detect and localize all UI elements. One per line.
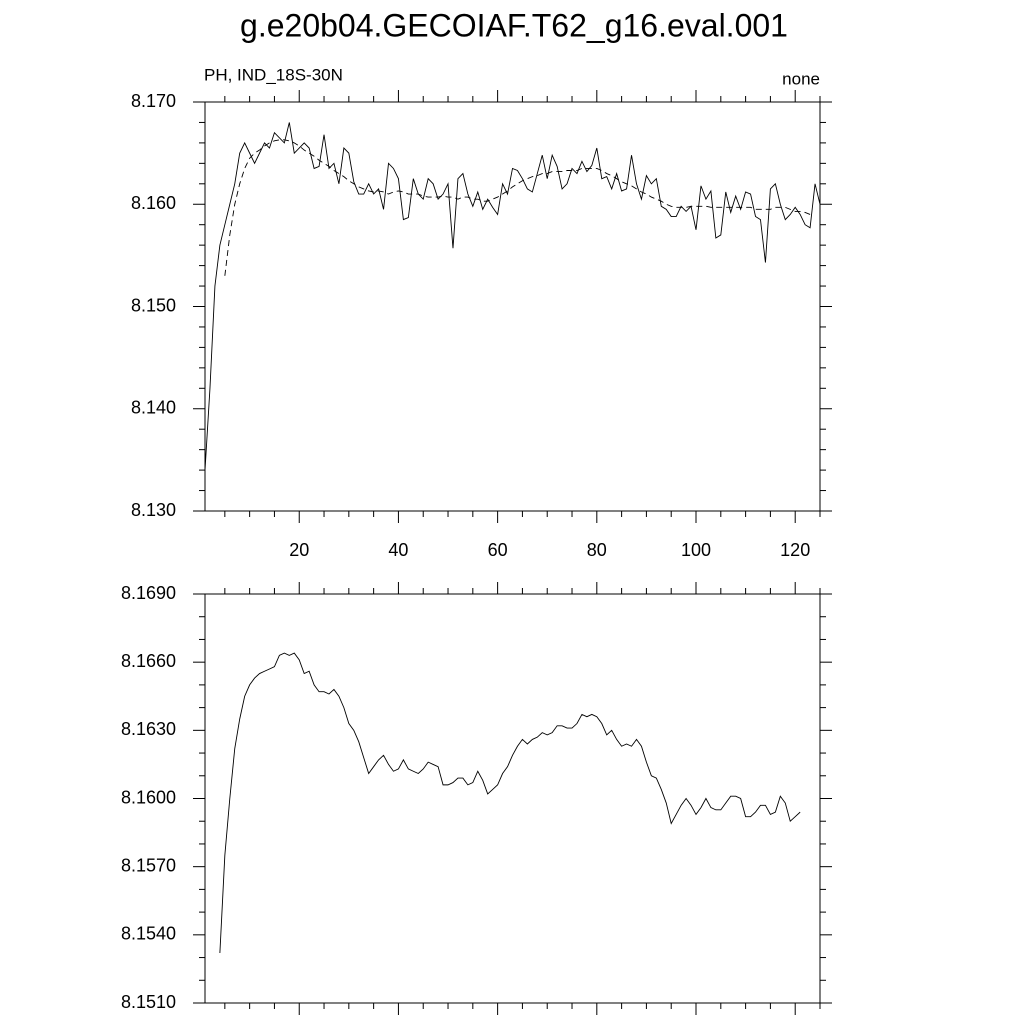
y-tick-label: 8.130 xyxy=(131,500,176,520)
y-tick-label: 8.1540 xyxy=(121,924,176,944)
y-tick-label: 8.1510 xyxy=(121,992,176,1012)
plot-frame xyxy=(204,101,821,512)
y-tick-label: 8.150 xyxy=(131,295,176,315)
x-tick-label: 100 xyxy=(681,540,711,560)
y-tick-label: 8.1690 xyxy=(121,583,176,603)
x-tick-label: 120 xyxy=(780,540,810,560)
y-tick-label: 8.140 xyxy=(131,398,176,418)
y-tick-label: 8.1660 xyxy=(121,651,176,671)
data-line xyxy=(219,652,801,954)
x-tick-label: 40 xyxy=(388,540,408,560)
data-line xyxy=(204,122,821,471)
x-tick-label: 60 xyxy=(488,540,508,560)
y-tick-label: 8.1630 xyxy=(121,719,176,739)
y-tick-label: 8.170 xyxy=(131,91,176,111)
y-tick-label: 8.160 xyxy=(131,193,176,213)
chart-title: g.e20b04.GECOIAF.T62_g16.eval.001 xyxy=(240,7,788,43)
plot-frame xyxy=(204,593,821,1004)
x-tick-label: 80 xyxy=(587,540,607,560)
right-string: none xyxy=(782,69,820,88)
x-tick-label: 20 xyxy=(289,540,309,560)
y-tick-label: 8.1570 xyxy=(121,855,176,875)
dashed-line xyxy=(224,139,811,276)
left-string: PH, IND_18S-30N xyxy=(204,65,343,84)
y-tick-label: 8.1600 xyxy=(121,787,176,807)
